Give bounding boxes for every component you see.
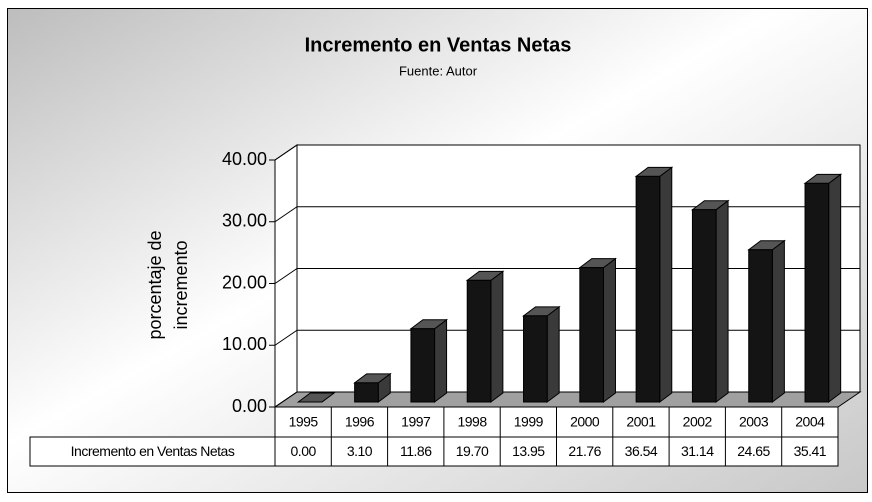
bar	[634, 166, 674, 403]
data-label: 31.14	[681, 443, 714, 459]
bar-front	[410, 328, 436, 403]
table-header-cell	[29, 436, 276, 467]
bar	[409, 318, 449, 403]
bar	[353, 372, 392, 403]
chart-subtitle: Fuente: Autor	[399, 63, 478, 78]
data-label: 11.86	[400, 443, 432, 459]
data-label: 36.54	[625, 443, 658, 459]
data-label: 3.10	[347, 443, 373, 459]
bar	[522, 305, 561, 403]
data-label: 35.41	[794, 443, 827, 459]
bar	[690, 199, 730, 403]
y-tick-label: 40.00	[222, 149, 267, 169]
grid-line	[274, 329, 298, 346]
bar-front	[635, 175, 661, 403]
bar-side	[659, 166, 673, 403]
bar-top	[296, 392, 336, 403]
y-tick-label: 10.00	[222, 334, 267, 354]
x-tick-label: 1999	[514, 414, 544, 430]
grid-line	[274, 391, 298, 408]
bar-side	[546, 305, 560, 403]
bar-side	[828, 173, 842, 403]
bar-side	[602, 257, 616, 403]
x-tick-label: 1998	[457, 414, 487, 430]
table-series-name: Incremento en Ventas Netas	[71, 443, 235, 459]
bar	[803, 173, 843, 403]
bar-front	[579, 267, 604, 403]
bar-side	[715, 199, 729, 403]
y-tick-label: 0.00	[232, 396, 267, 416]
x-tick-label: 1995	[289, 414, 319, 430]
x-tick-label: 2002	[683, 414, 713, 430]
grid-line	[274, 144, 298, 161]
y-axis-label-line: incremento	[171, 240, 191, 329]
y-axis-label-line: porcentaje de	[145, 230, 165, 339]
grid-line	[274, 268, 298, 284]
data-label: 24.65	[737, 443, 770, 459]
x-tick-label: 1996	[345, 414, 375, 430]
bar-front	[354, 382, 379, 403]
bar-front	[691, 209, 717, 403]
bar-front	[748, 249, 773, 403]
data-label: 21.76	[568, 443, 601, 459]
x-tick-label: 2004	[795, 414, 825, 430]
bar-front	[466, 279, 492, 403]
y-tick-label: 20.00	[222, 272, 267, 292]
y-axis-label: porcentaje de incremento	[145, 230, 191, 339]
x-tick-label: 2000	[570, 414, 600, 430]
bar-side	[771, 239, 785, 403]
bar-front	[523, 315, 548, 403]
data-label: 0.00	[291, 443, 317, 459]
bar-side	[490, 270, 504, 403]
x-tick-label: 2003	[739, 414, 769, 430]
bar	[578, 257, 617, 403]
bar-front	[804, 182, 830, 403]
x-tick-label: 2001	[626, 414, 656, 430]
bar-side	[434, 318, 448, 403]
chart-title: Incremento en Ventas Netas	[305, 34, 572, 56]
data-label: 13.95	[512, 443, 545, 459]
grid-line	[274, 206, 298, 223]
bar	[465, 270, 505, 403]
bar	[296, 392, 336, 403]
bar	[747, 239, 786, 403]
data-label: 19.70	[456, 443, 489, 459]
y-tick-label: 30.00	[222, 211, 267, 231]
x-tick-label: 1997	[401, 414, 431, 430]
